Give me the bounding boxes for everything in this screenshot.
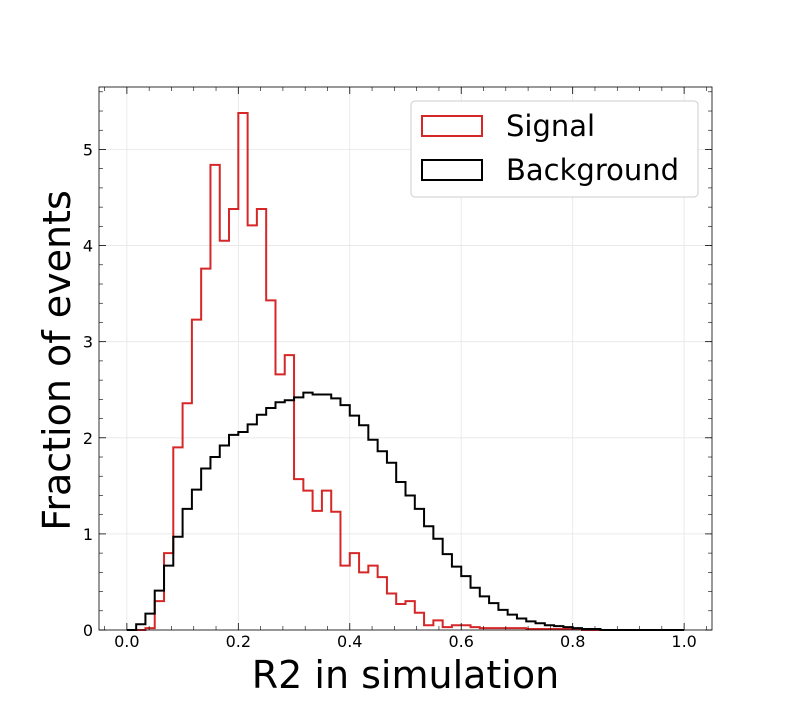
y-tick-label: 5 [83, 140, 93, 159]
x-tick-label: 0.2 [226, 632, 251, 651]
legend: Signal Background [410, 100, 699, 198]
x-axis-label: R2 in simulation [252, 653, 559, 697]
legend-swatch-background [421, 159, 483, 181]
x-tick-label: 0.0 [114, 632, 139, 651]
ticks: 0.0 0.2 0.4 0.6 0.8 1.0 0 1 2 3 4 5 [83, 87, 712, 651]
x-tick-label: 0.8 [560, 632, 585, 651]
y-tick-label: 0 [83, 621, 93, 640]
y-tick-label: 1 [83, 525, 93, 544]
x-tick-label: 0.4 [337, 632, 362, 651]
plot-frame [98, 86, 713, 631]
series-signal-line [126, 111, 685, 631]
y-tick-label: 2 [83, 429, 93, 448]
series-layer [126, 111, 685, 631]
legend-swatch-signal [421, 115, 483, 137]
series-background-line [126, 391, 685, 631]
y-axis-label: Fraction of events [35, 190, 79, 531]
x-tick-label: 0.6 [449, 632, 474, 651]
x-tick-label: 1.0 [671, 632, 696, 651]
y-tick-label: 3 [83, 333, 93, 352]
y-tick-label: 4 [83, 237, 93, 256]
legend-label-background: Background [506, 153, 679, 187]
legend-label-signal: Signal [506, 109, 595, 143]
